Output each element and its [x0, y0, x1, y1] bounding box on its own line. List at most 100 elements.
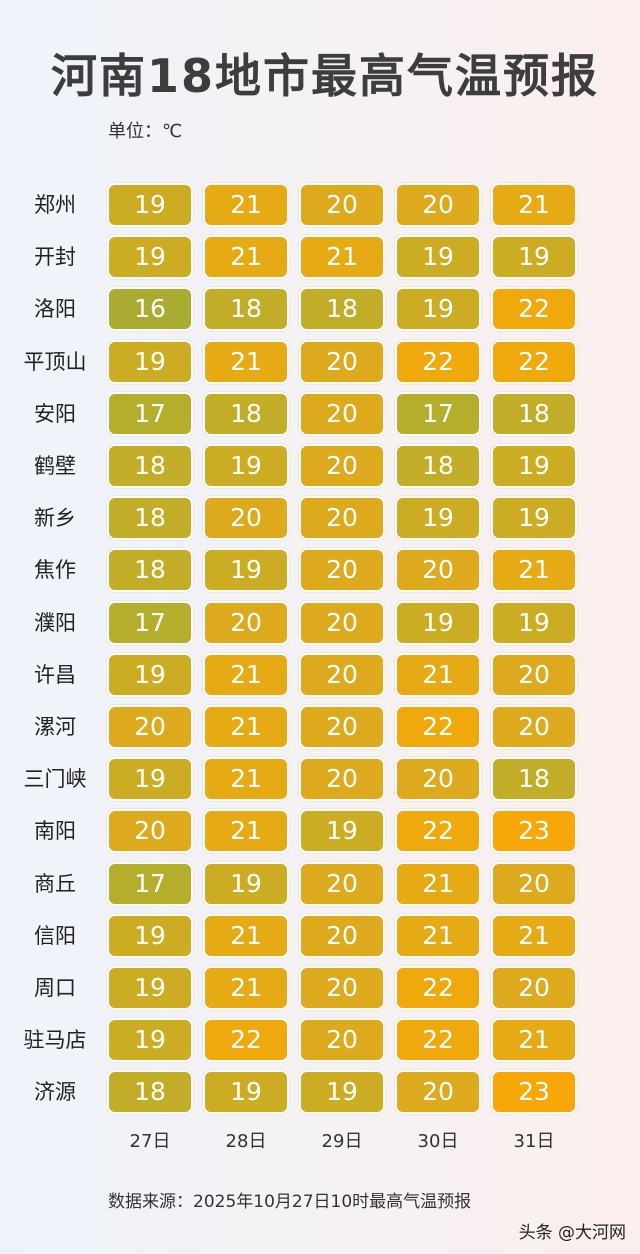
temperature-cell: 21	[203, 340, 289, 384]
city-label: 平顶山	[23, 350, 87, 374]
temperature-cell: 20	[299, 601, 385, 645]
city-label: 郑州	[34, 193, 76, 217]
temperature-cell: 19	[299, 1070, 385, 1114]
temperature-cell: 20	[395, 757, 481, 801]
city-label: 周口	[34, 976, 76, 1000]
watermark: 头条 @大河网	[518, 1223, 626, 1243]
city-label: 济源	[34, 1080, 76, 1104]
temperature-cell: 19	[491, 601, 577, 645]
temperature-cell: 23	[491, 1070, 577, 1114]
temperature-cell: 17	[107, 392, 193, 436]
temperature-cell: 18	[395, 444, 481, 488]
temperature-cell: 20	[107, 705, 193, 749]
city-label: 商丘	[34, 872, 76, 896]
temperature-cell: 19	[107, 914, 193, 958]
temperature-cell: 19	[107, 757, 193, 801]
city-label: 驻马店	[23, 1028, 87, 1052]
city-label: 许昌	[34, 663, 76, 687]
data-source: 数据来源：2025年10月27日10时最高气温预报	[108, 1192, 472, 1212]
temperature-cell: 21	[299, 235, 385, 279]
temperature-cell: 22	[395, 705, 481, 749]
temperature-cell: 21	[395, 653, 481, 697]
temperature-cell: 20	[299, 705, 385, 749]
temperature-cell: 22	[491, 340, 577, 384]
temperature-cell: 20	[491, 653, 577, 697]
temperature-cell: 21	[203, 914, 289, 958]
temperature-cell: 21	[203, 757, 289, 801]
temperature-cell: 21	[203, 183, 289, 227]
city-label: 鹤壁	[34, 454, 76, 478]
city-label: 漯河	[34, 715, 76, 739]
temperature-cell: 21	[491, 914, 577, 958]
temperature-cell: 19	[107, 340, 193, 384]
temperature-cell: 19	[491, 235, 577, 279]
temperature-cell: 20	[491, 966, 577, 1010]
temperature-cell: 18	[107, 444, 193, 488]
temperature-cell: 19	[395, 601, 481, 645]
temperature-cell: 19	[107, 235, 193, 279]
temperature-cell: 17	[395, 392, 481, 436]
temperature-cell: 20	[107, 809, 193, 853]
temperature-cell: 22	[395, 340, 481, 384]
temperature-cell: 21	[203, 705, 289, 749]
temperature-cell: 19	[203, 444, 289, 488]
temperature-cell: 18	[203, 392, 289, 436]
temperature-cell: 18	[491, 392, 577, 436]
temperature-cell: 17	[107, 601, 193, 645]
temperature-cell: 18	[107, 1070, 193, 1114]
city-label: 濮阳	[34, 611, 76, 635]
temperature-cell: 21	[203, 809, 289, 853]
temperature-cell: 17	[107, 862, 193, 906]
temperature-cell: 21	[395, 862, 481, 906]
temperature-cell: 18	[203, 287, 289, 331]
temperature-cell: 18	[107, 496, 193, 540]
temperature-cell: 19	[107, 1018, 193, 1062]
temperature-cell: 22	[203, 1018, 289, 1062]
temperature-cell: 21	[491, 183, 577, 227]
date-label: 28日	[225, 1131, 267, 1152]
temperature-cell: 21	[491, 1018, 577, 1062]
date-label: 29日	[321, 1131, 363, 1152]
temperature-cell: 16	[107, 287, 193, 331]
temperature-cell: 20	[299, 1018, 385, 1062]
temperature-cell: 20	[299, 914, 385, 958]
temperature-cell: 23	[491, 809, 577, 853]
temperature-cell: 22	[491, 287, 577, 331]
temperature-cell: 19	[491, 496, 577, 540]
temperature-cell: 20	[299, 340, 385, 384]
city-label: 信阳	[34, 924, 76, 948]
temperature-cell: 19	[299, 809, 385, 853]
temperature-cell: 20	[491, 862, 577, 906]
page-title: 河南18地市最高气温预报	[50, 49, 599, 103]
temperature-cell: 19	[491, 444, 577, 488]
temperature-cell: 20	[299, 496, 385, 540]
temperature-cell: 21	[395, 914, 481, 958]
temperature-cell: 20	[299, 444, 385, 488]
date-label: 31日	[513, 1131, 555, 1152]
temperature-cell: 19	[107, 183, 193, 227]
temperature-cell: 20	[299, 757, 385, 801]
temperature-cell: 19	[203, 1070, 289, 1114]
date-label: 30日	[417, 1131, 459, 1152]
city-label: 焦作	[34, 558, 76, 582]
temperature-cell: 21	[203, 966, 289, 1010]
temperature-cell: 20	[395, 183, 481, 227]
city-label: 开封	[34, 245, 76, 269]
temperature-cell: 20	[203, 496, 289, 540]
temperature-cell: 18	[299, 287, 385, 331]
temperature-cell: 18	[491, 757, 577, 801]
temperature-cell: 19	[203, 862, 289, 906]
temperature-cell: 18	[107, 548, 193, 592]
unit-label: 单位：℃	[108, 121, 183, 142]
temperature-cell: 20	[491, 705, 577, 749]
date-label: 27日	[129, 1131, 171, 1152]
temperature-cell: 22	[395, 1018, 481, 1062]
city-label: 洛阳	[34, 297, 76, 321]
temperature-cell: 20	[299, 862, 385, 906]
temperature-cell: 22	[395, 809, 481, 853]
temperature-cell: 22	[395, 966, 481, 1010]
temperature-cell: 20	[299, 966, 385, 1010]
city-label: 新乡	[34, 506, 76, 530]
temperature-cell: 19	[395, 235, 481, 279]
city-label: 安阳	[34, 402, 76, 426]
